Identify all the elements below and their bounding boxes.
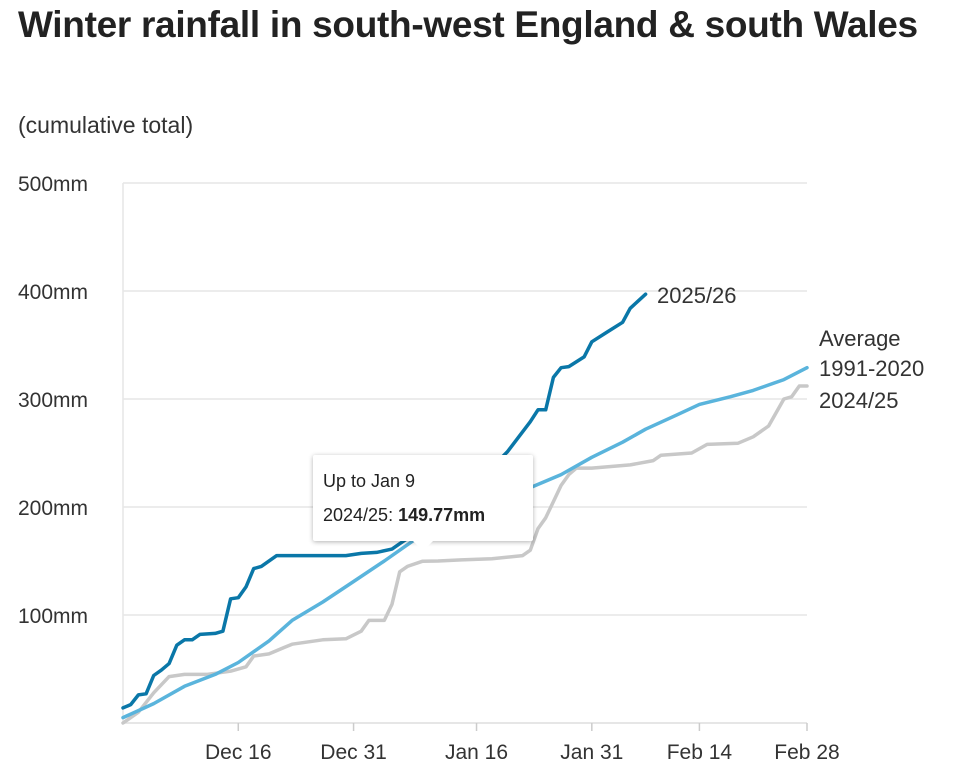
tooltip-pointer <box>413 541 433 551</box>
series-line <box>121 384 809 725</box>
y-tick-label: 400mm <box>18 281 88 304</box>
x-tick-label: Jan 16 <box>445 741 508 764</box>
x-tick-label: Dec 31 <box>320 741 387 764</box>
tooltip-title: Up to Jan 9 <box>323 471 416 491</box>
y-tick-label: 500mm <box>18 173 88 196</box>
tooltip-value: 149.77mm <box>398 505 486 525</box>
x-tick-label: Feb 28 <box>774 741 839 764</box>
x-tick-label: Feb 14 <box>667 741 733 764</box>
series-label: 1991-2020 <box>819 356 924 381</box>
y-tick-label: 100mm <box>18 605 88 628</box>
series-label: 2025/26 <box>657 283 737 308</box>
chart-subtitle: (cumulative total) <box>18 112 194 138</box>
tooltip-value-line: 2024/25: 149.77mm <box>323 505 485 526</box>
series-line <box>121 365 809 720</box>
series-line <box>121 292 648 710</box>
series-label: Average <box>819 326 901 351</box>
tooltip-series-label: 2024/25: <box>323 505 399 525</box>
x-tick-label: Dec 16 <box>205 741 272 764</box>
chart-title: Winter rainfall in south-west England & … <box>18 4 918 45</box>
y-tick-label: 200mm <box>18 497 88 520</box>
y-tick-label: 300mm <box>18 389 88 412</box>
x-tick-label: Jan 31 <box>560 741 623 764</box>
tooltip: Up to Jan 9 2024/25: 149.77mm <box>313 455 533 551</box>
series-label: 2024/25 <box>819 388 899 413</box>
